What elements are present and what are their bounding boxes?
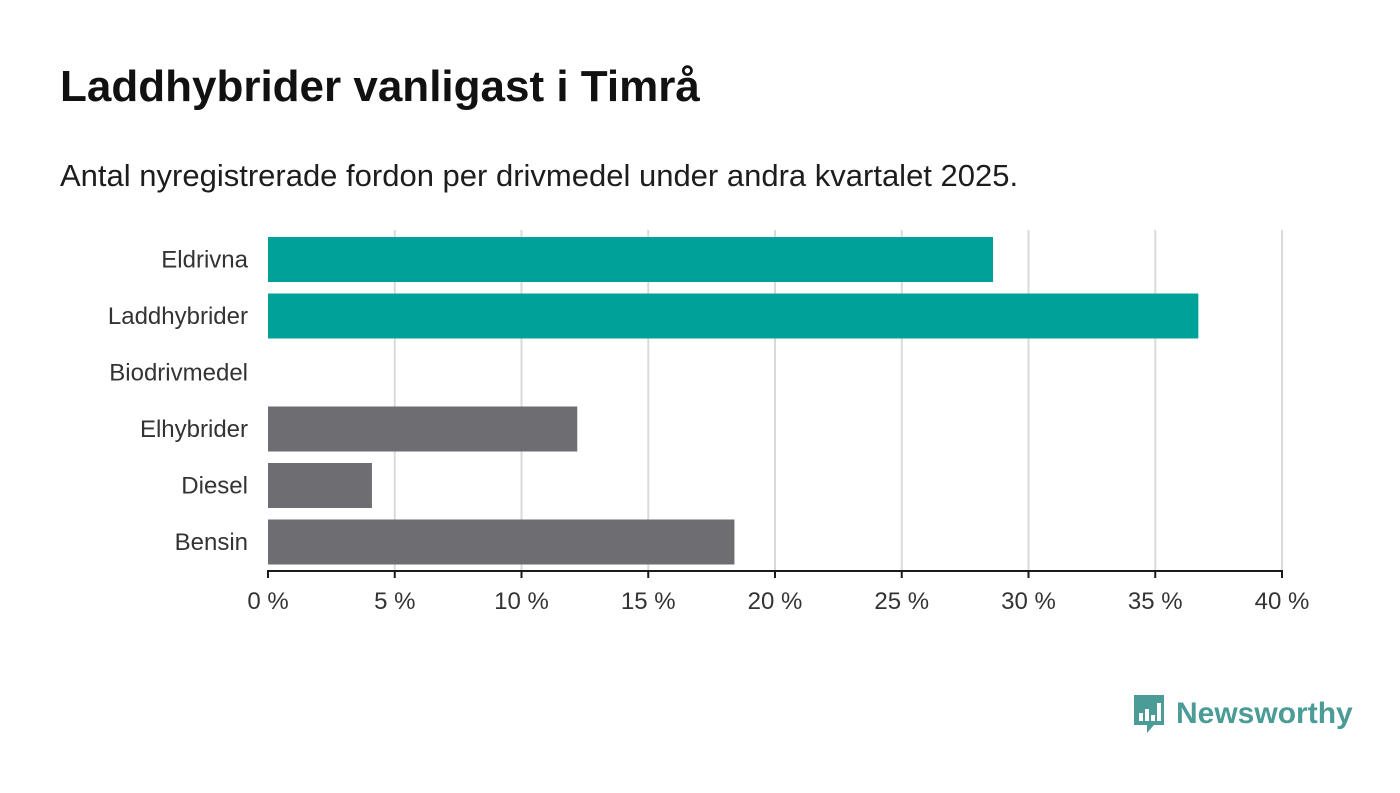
x-tick-label: 5 % xyxy=(374,588,415,615)
x-tick-label: 10 % xyxy=(494,588,549,615)
bar-elhybrider xyxy=(268,406,578,452)
x-tick-label: 0 % xyxy=(247,588,288,615)
x-tick-label: 20 % xyxy=(748,588,803,615)
bar-laddhybrider xyxy=(268,293,1199,339)
grid-lines xyxy=(393,230,1283,571)
x-tick-label: 15 % xyxy=(621,588,676,615)
bar-eldrivna xyxy=(268,237,994,282)
x-tick-label: 25 % xyxy=(874,588,929,615)
chart-title: Laddhybrider vanligast i Timrå xyxy=(60,62,700,111)
x-tick-label: 30 % xyxy=(1001,588,1056,615)
x-axis: 0 % 5 % 10 % 15 % 20 % 25 % 30 % 35 % 40 % xyxy=(247,570,1310,615)
category-label: Diesel xyxy=(181,473,248,500)
bar-bensin xyxy=(268,519,735,565)
x-tick-label: 40 % xyxy=(1255,588,1310,615)
newsworthy-logo: Newsworthy xyxy=(1132,692,1353,736)
chart-subtitle: Antal nyregistrerade fordon per drivmede… xyxy=(60,158,1019,193)
logo-text: Newsworthy xyxy=(1176,697,1353,730)
category-label: Laddhybrider xyxy=(108,303,248,330)
bars xyxy=(268,237,1199,565)
category-label: Biodrivmedel xyxy=(109,360,248,387)
newsworthy-chart-bubble-icon xyxy=(1134,695,1164,733)
bar-diesel xyxy=(268,463,372,508)
category-label: Eldrivna xyxy=(161,247,248,274)
x-tick-label: 35 % xyxy=(1128,588,1183,615)
category-labels: Eldrivna Laddhybrider Biodrivmedel Elhybrid… xyxy=(108,247,249,557)
category-label: Elhybrider xyxy=(140,416,248,443)
category-label: Bensin xyxy=(175,529,248,556)
